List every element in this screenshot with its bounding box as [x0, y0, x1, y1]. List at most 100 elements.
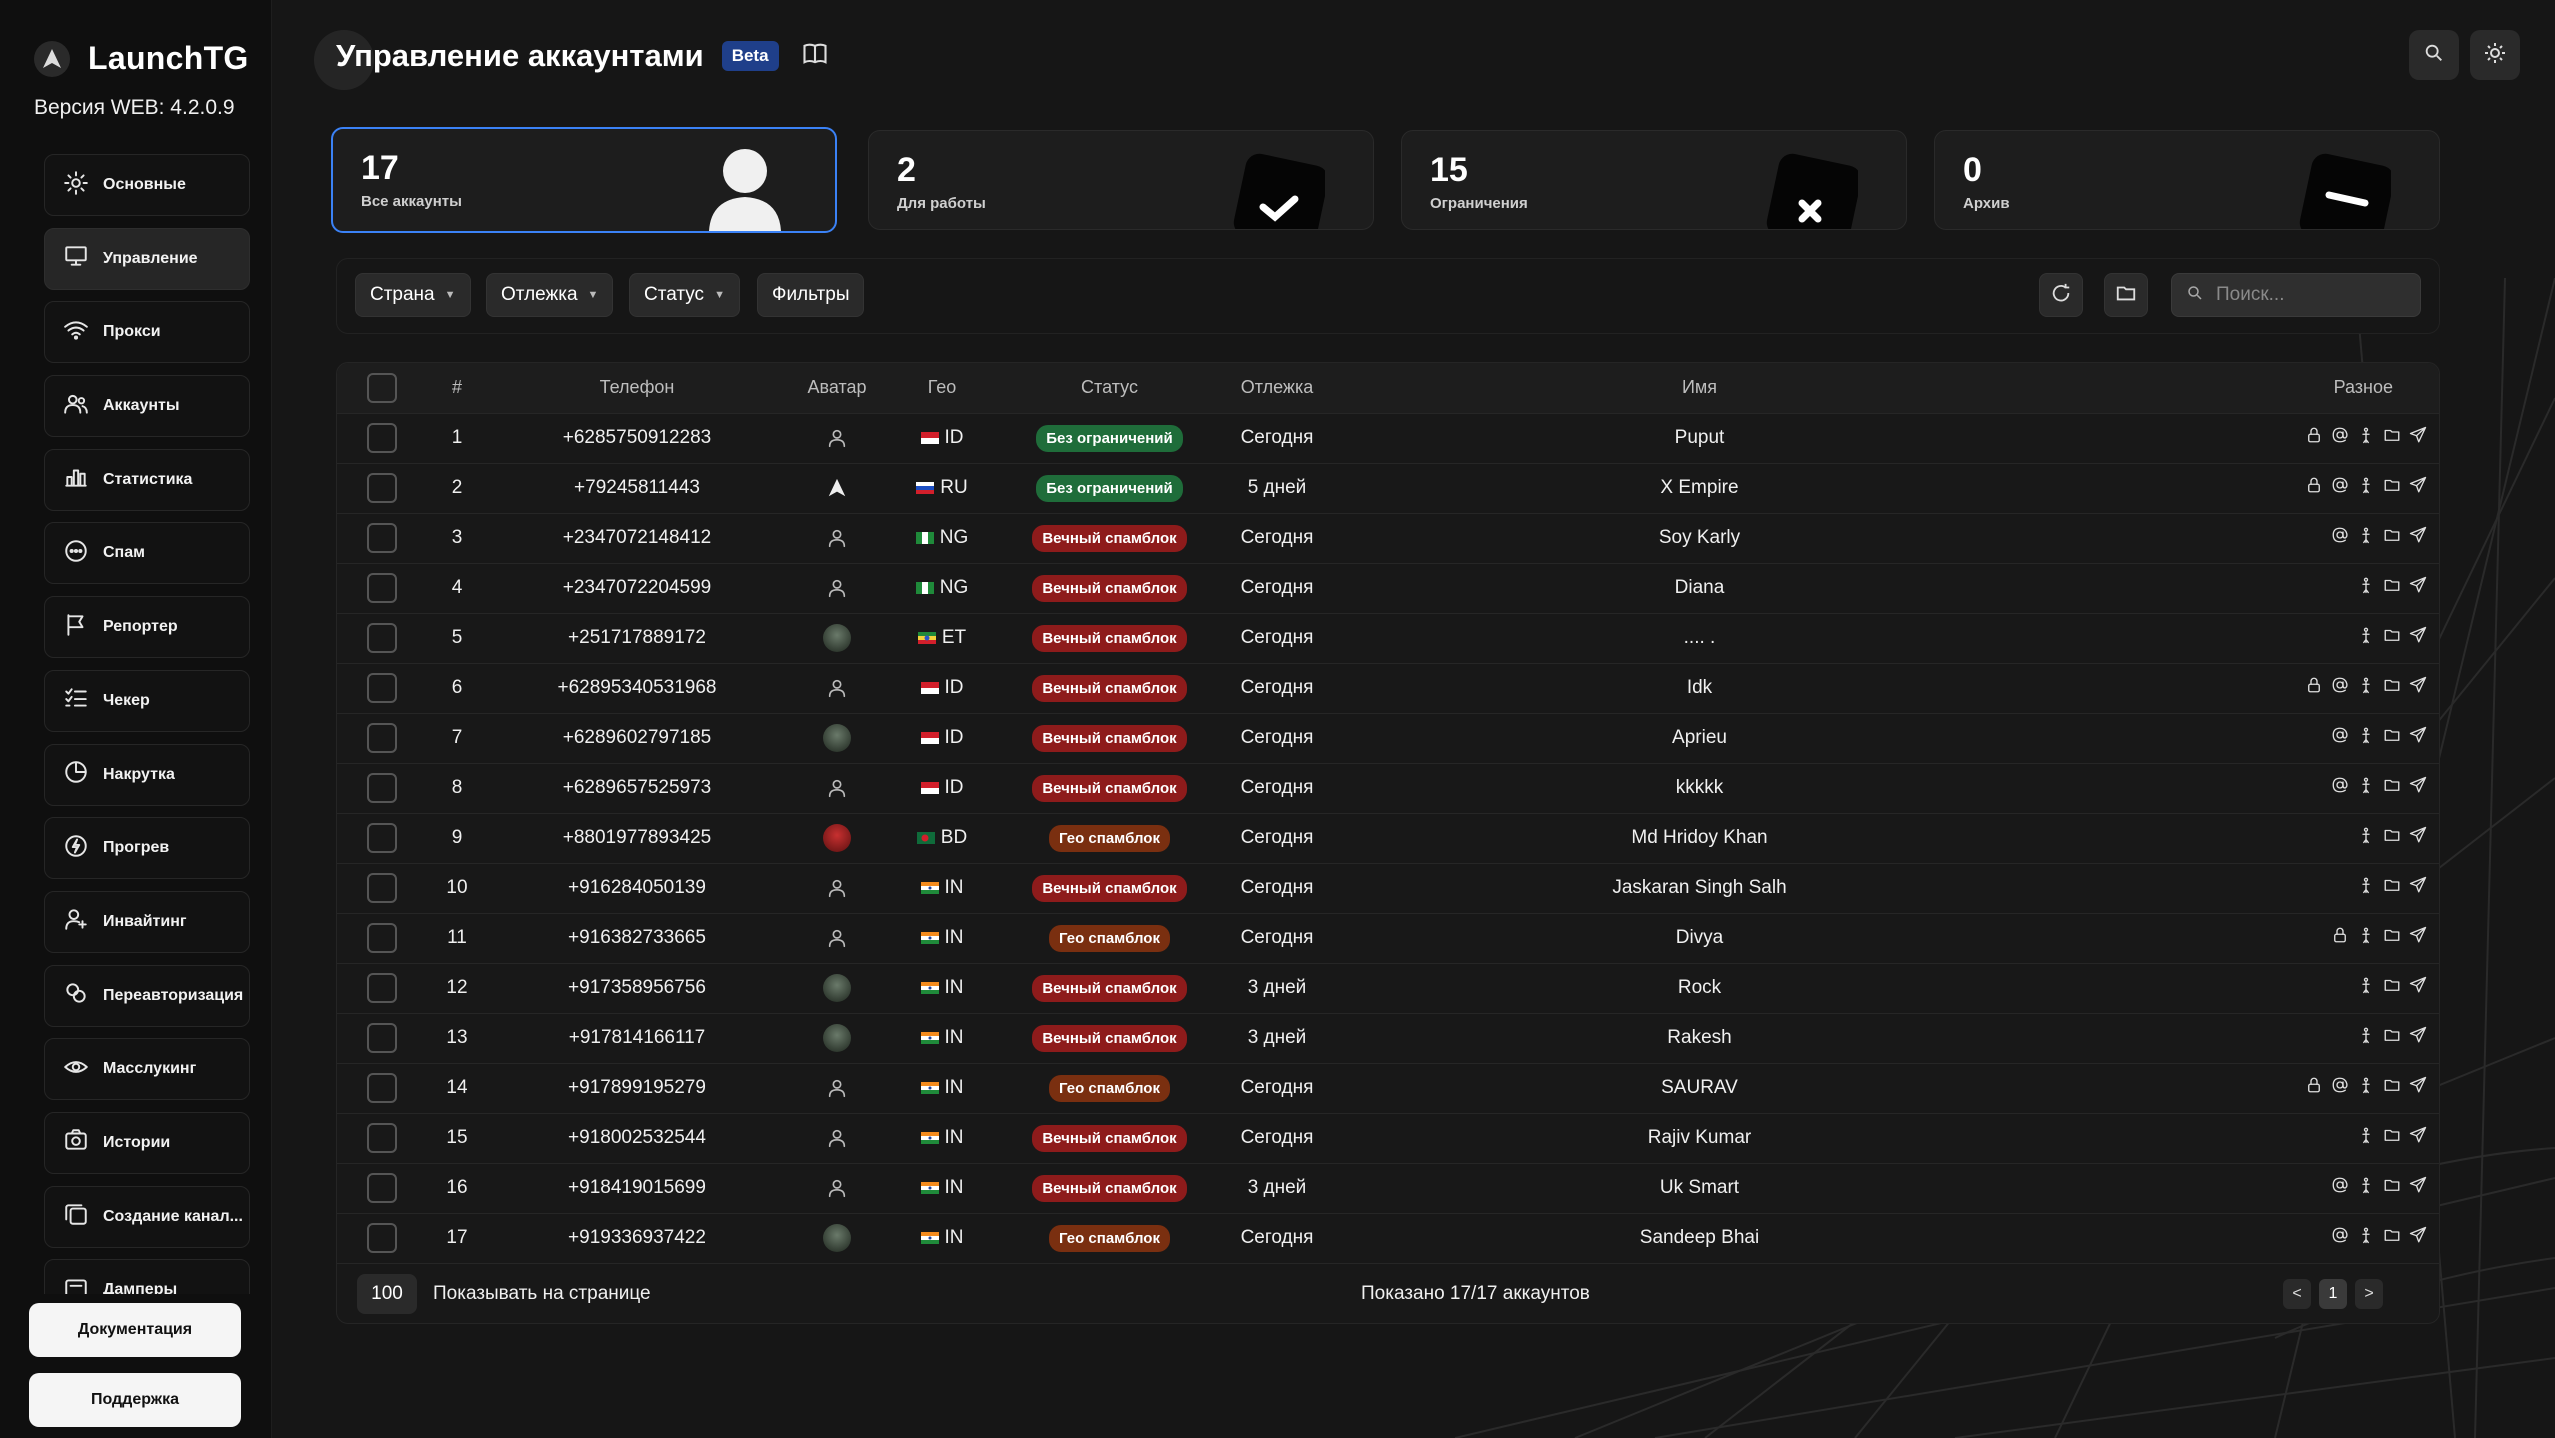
folder-icon[interactable] — [2383, 526, 2401, 550]
folder-icon[interactable] — [2383, 676, 2401, 700]
refresh-button[interactable] — [2039, 273, 2083, 317]
lock-icon[interactable] — [2331, 926, 2349, 950]
send-icon[interactable] — [2409, 426, 2427, 450]
folder-icon[interactable] — [2383, 976, 2401, 1000]
folder-icon[interactable] — [2383, 1176, 2401, 1200]
folder-icon[interactable] — [2383, 1126, 2401, 1150]
send-icon[interactable] — [2409, 1176, 2427, 1200]
sidebar-item-12[interactable]: Масслукинг — [44, 1038, 250, 1101]
brand[interactable]: LaunchTG — [34, 40, 249, 77]
status-filter-dropdown[interactable]: Статус ▼ — [629, 273, 740, 317]
at-icon[interactable] — [2331, 776, 2349, 800]
send-icon[interactable] — [2409, 676, 2427, 700]
key-icon[interactable] — [2357, 926, 2375, 950]
folder-icon[interactable] — [2383, 1026, 2401, 1050]
sidebar-item-6[interactable]: Репортер — [44, 596, 250, 659]
folder-icon[interactable] — [2383, 776, 2401, 800]
key-icon[interactable] — [2357, 476, 2375, 500]
filters-button[interactable]: Фильтры — [757, 273, 865, 317]
support-button[interactable]: Поддержка — [29, 1373, 241, 1427]
at-icon[interactable] — [2331, 1076, 2349, 1100]
sidebar-item-4[interactable]: Статистика — [44, 448, 250, 511]
lock-icon[interactable] — [2305, 426, 2323, 450]
at-icon[interactable] — [2331, 476, 2349, 500]
row-checkbox[interactable] — [367, 723, 397, 753]
table-row[interactable]: 6 +62895340531968 ID Вечный спамблок Сегодня… — [337, 663, 2439, 713]
table-row[interactable]: 5 +251717889172 ET Вечный спамблок Сегодня..… — [337, 613, 2439, 663]
documentation-button[interactable]: Документация — [29, 1303, 241, 1357]
key-icon[interactable] — [2357, 826, 2375, 850]
folder-button[interactable] — [2104, 273, 2148, 317]
stat-card-work[interactable]: 2 Для работы — [868, 130, 1374, 230]
key-icon[interactable] — [2357, 776, 2375, 800]
key-icon[interactable] — [2357, 1126, 2375, 1150]
table-row[interactable]: 13 +917814166117 IN Вечный спамблок 3 дней Ra… — [337, 1013, 2439, 1063]
sidebar-item-0[interactable]: Основные — [44, 154, 250, 216]
key-icon[interactable] — [2357, 676, 2375, 700]
send-icon[interactable] — [2409, 876, 2427, 900]
folder-icon[interactable] — [2383, 576, 2401, 600]
folder-icon[interactable] — [2383, 826, 2401, 850]
table-row[interactable]: 15 +918002532544 IN Вечный спамблок Сегодня R… — [337, 1113, 2439, 1163]
key-icon[interactable] — [2357, 1026, 2375, 1050]
sidebar-item-14[interactable]: Создание канал... — [44, 1185, 250, 1248]
spam-age-filter-dropdown[interactable]: Отлежка ▼ — [486, 273, 614, 317]
table-row[interactable]: 11 +916382733665 IN Гео спамблок Сегодня Divy… — [337, 913, 2439, 963]
row-checkbox[interactable] — [367, 573, 397, 603]
key-icon[interactable] — [2357, 576, 2375, 600]
key-icon[interactable] — [2357, 426, 2375, 450]
sidebar-item-1[interactable]: Управление — [44, 227, 250, 290]
send-icon[interactable] — [2409, 976, 2427, 1000]
folder-icon[interactable] — [2383, 476, 2401, 500]
table-row[interactable]: 17 +919336937422 IN Гео спамблок Сегодня Sand… — [337, 1213, 2439, 1263]
stat-card-archive[interactable]: 0 Архив — [1934, 130, 2440, 230]
send-icon[interactable] — [2409, 476, 2427, 500]
key-icon[interactable] — [2357, 626, 2375, 650]
sidebar-item-8[interactable]: Накрутка — [44, 743, 250, 806]
table-row[interactable]: 16 +918419015699 IN Вечный спамблок 3 дней Uk… — [337, 1163, 2439, 1213]
send-icon[interactable] — [2409, 826, 2427, 850]
key-icon[interactable] — [2357, 876, 2375, 900]
folder-icon[interactable] — [2383, 1076, 2401, 1100]
row-checkbox[interactable] — [367, 623, 397, 653]
row-checkbox[interactable] — [367, 673, 397, 703]
row-checkbox[interactable] — [367, 973, 397, 1003]
send-icon[interactable] — [2409, 1076, 2427, 1100]
sidebar-item-10[interactable]: Инвайтинг — [44, 890, 250, 953]
row-checkbox[interactable] — [367, 1123, 397, 1153]
table-row[interactable]: 4 +2347072204599 NG Вечный спамблок Сегодня D… — [337, 563, 2439, 613]
send-icon[interactable] — [2409, 576, 2427, 600]
sidebar-item-3[interactable]: Аккаунты — [44, 375, 250, 438]
key-icon[interactable] — [2357, 1176, 2375, 1200]
row-checkbox[interactable] — [367, 1223, 397, 1254]
sidebar-item-7[interactable]: Чекер — [44, 669, 250, 732]
next-page-button[interactable]: > — [2355, 1278, 2383, 1309]
search-field[interactable] — [2171, 273, 2421, 317]
sidebar-item-13[interactable]: Истории — [44, 1111, 250, 1174]
sidebar-item-11[interactable]: Переавторизация — [44, 964, 250, 1027]
lock-icon[interactable] — [2305, 476, 2323, 500]
table-row[interactable]: 10 +916284050139 IN Вечный спамблок Сегодня J… — [337, 863, 2439, 913]
row-checkbox[interactable] — [367, 1073, 397, 1103]
send-icon[interactable] — [2409, 1226, 2427, 1250]
folder-icon[interactable] — [2383, 876, 2401, 900]
folder-icon[interactable] — [2383, 1226, 2401, 1250]
send-icon[interactable] — [2409, 526, 2427, 550]
sidebar-item-9[interactable]: Прогрев — [44, 817, 250, 880]
send-icon[interactable] — [2409, 626, 2427, 650]
lock-icon[interactable] — [2305, 1076, 2323, 1100]
search-input[interactable] — [2216, 284, 2406, 306]
at-icon[interactable] — [2331, 676, 2349, 700]
row-checkbox[interactable] — [367, 873, 397, 903]
key-icon[interactable] — [2357, 726, 2375, 750]
row-checkbox[interactable] — [367, 1023, 397, 1053]
at-icon[interactable] — [2331, 1176, 2349, 1200]
key-icon[interactable] — [2357, 976, 2375, 1000]
table-row[interactable]: 3 +2347072148412 NG Вечный спамблок Сегодня S… — [337, 513, 2439, 563]
at-icon[interactable] — [2331, 526, 2349, 550]
folder-icon[interactable] — [2383, 626, 2401, 650]
row-checkbox[interactable] — [367, 1173, 397, 1203]
folder-icon[interactable] — [2383, 926, 2401, 950]
at-icon[interactable] — [2331, 726, 2349, 750]
per-page-select[interactable]: 100 — [357, 1273, 417, 1314]
